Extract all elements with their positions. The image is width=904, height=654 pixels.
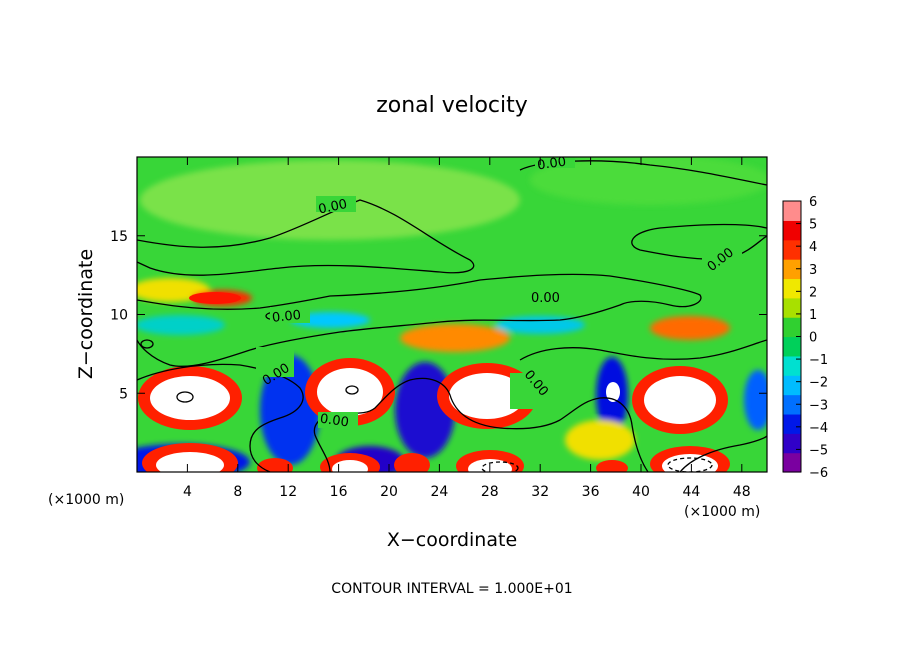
region-orange-right [650,316,730,340]
contour-label: 0.00 [319,412,350,431]
colorbar-segment [783,413,801,434]
cell-core-4 [644,376,716,424]
cell-ring-12 [189,292,241,304]
colorbar-segment [783,452,801,473]
x-tick-label: 44 [682,484,700,500]
region-blue-left [260,355,320,465]
colorbar-tick-label: 1 [809,308,817,323]
strong-cells [138,292,730,472]
region-blue-edge [744,370,767,430]
zero-contours [137,160,767,472]
x-tick-label: 4 [183,484,192,500]
colorbar-tick-label: 0 [809,331,817,346]
x-tick-label: 16 [330,484,348,500]
colorbar-tick-label: 3 [809,263,817,278]
contour-upper [137,199,475,276]
colorbar-segment [783,297,801,318]
colorbar-tick-label: −3 [809,398,828,413]
colorbar-tick-label: 5 [809,218,817,233]
contour-label: 0.00 [317,197,348,218]
contour-dashed-2 [667,457,713,472]
x-tick-label: 20 [380,484,398,500]
heatmap-field [137,157,767,472]
colorbar-tick-label: −1 [809,353,828,368]
x-tick-label: 24 [430,484,448,500]
colorbar-segment [783,394,801,415]
contour-small-3 [140,339,154,349]
contour-label: 0.00 [531,291,560,306]
colorbar-tick-label: −2 [809,376,828,391]
colorbar-segment [783,239,801,260]
region-orange-mid [400,324,510,352]
colorbar-segment [783,220,801,241]
contour-label: 0.00 [536,155,567,174]
cell-core-6 [332,460,368,472]
colorbar-segment [783,278,801,299]
colorbar-segment [783,433,801,454]
contour-interval-note: CONTOUR INTERVAL = 1.000E+01 [331,581,572,597]
colorbar-tick-label: 4 [809,240,817,255]
cell-ring-9 [257,458,293,472]
colorbar-segment [783,317,801,338]
x-tick-label: 28 [481,484,499,500]
colorbar-segment [783,201,801,221]
cell-core-blue [606,382,620,402]
x-unit-left: (×1000 m) [48,492,124,508]
region-upper-right [530,157,767,205]
contour-dashed-1 [481,461,519,472]
x-tick-label: 40 [632,484,650,500]
y-axis: 5 10 15 [110,229,767,402]
cell-core-2 [317,368,383,416]
x-tick-label: 8 [233,484,242,500]
colorbar-segment [783,375,801,396]
colorbar-tick-label: −4 [809,421,828,436]
colorbar-segment [783,355,801,376]
y-tick-label: 15 [110,229,128,245]
y-tick-label: 10 [110,308,128,324]
cell-core-1 [150,376,230,420]
contour-small-2 [345,385,359,395]
colorbar-tick-label: −6 [809,466,828,481]
contour-label-backs [256,157,742,428]
y-tick-label: 5 [119,386,128,402]
colorbar-tick-label: 2 [809,285,817,300]
contour-right-mid [519,339,767,361]
cell-core-3 [449,373,525,419]
colorbar-tick-label: 6 [809,195,817,210]
contour-mid [137,273,702,367]
x-tick-label: 32 [531,484,549,500]
region-cyan-left [137,315,225,335]
cell-ring-10 [394,453,430,472]
y-axis-label: Z−coordinate [75,249,97,379]
x-axis: 4 8 12 16 20 24 28 32 36 40 44 48 [183,157,751,500]
colorbar-segment [783,336,801,357]
cell-core-5 [156,452,224,472]
colorbar: 6 5 4 3 2 1 0 −1 −2 −3 −4 −5 −6 [782,195,828,481]
x-tick-label: 12 [279,484,297,500]
contour-label: 0.00 [271,308,301,326]
x-tick-label: 48 [733,484,751,500]
chart-title: zonal velocity [376,93,528,118]
colorbar-segment [783,259,801,280]
cell-ring-11 [596,460,628,472]
x-axis-label: X−coordinate [387,529,517,551]
x-unit-right: (×1000 m) [684,504,760,520]
colorbar-tick-label: −5 [809,443,828,458]
region-yellow-bottom [565,420,635,460]
x-tick-label: 36 [582,484,600,500]
contour-small-1 [176,391,194,403]
